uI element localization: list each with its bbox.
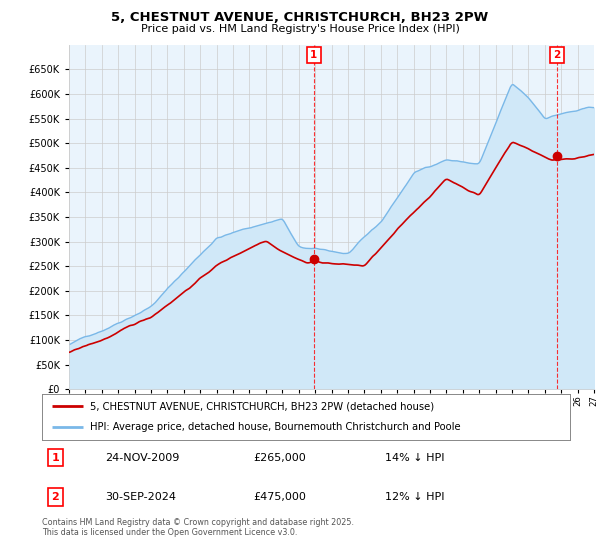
Text: 2: 2 [52, 492, 59, 502]
Text: Contains HM Land Registry data © Crown copyright and database right 2025.
This d: Contains HM Land Registry data © Crown c… [42, 518, 354, 538]
Text: 1: 1 [310, 50, 317, 60]
Text: 14% ↓ HPI: 14% ↓ HPI [385, 453, 445, 463]
Text: Price paid vs. HM Land Registry's House Price Index (HPI): Price paid vs. HM Land Registry's House … [140, 24, 460, 34]
Text: 5, CHESTNUT AVENUE, CHRISTCHURCH, BH23 2PW: 5, CHESTNUT AVENUE, CHRISTCHURCH, BH23 2… [112, 11, 488, 24]
Text: 5, CHESTNUT AVENUE, CHRISTCHURCH, BH23 2PW (detached house): 5, CHESTNUT AVENUE, CHRISTCHURCH, BH23 2… [89, 401, 434, 411]
Text: 12% ↓ HPI: 12% ↓ HPI [385, 492, 445, 502]
Text: 1: 1 [52, 453, 59, 463]
Text: £475,000: £475,000 [253, 492, 306, 502]
Text: £265,000: £265,000 [253, 453, 306, 463]
Text: 2: 2 [553, 50, 561, 60]
Text: 30-SEP-2024: 30-SEP-2024 [106, 492, 176, 502]
Text: 24-NOV-2009: 24-NOV-2009 [106, 453, 180, 463]
Text: HPI: Average price, detached house, Bournemouth Christchurch and Poole: HPI: Average price, detached house, Bour… [89, 422, 460, 432]
